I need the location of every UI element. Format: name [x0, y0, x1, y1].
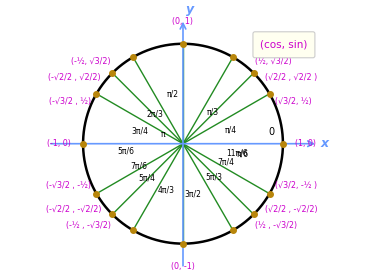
- Text: 5π/3: 5π/3: [205, 172, 223, 181]
- Text: (-½ , -√3/2): (-½ , -√3/2): [66, 221, 111, 230]
- Text: (√2/2 , -√2/2): (√2/2 , -√2/2): [265, 205, 318, 214]
- Text: π/3: π/3: [207, 107, 219, 116]
- Text: π/2: π/2: [167, 89, 179, 98]
- Text: (√3/2, -½ ): (√3/2, -½ ): [275, 181, 317, 190]
- Text: 4π/3: 4π/3: [157, 185, 175, 194]
- Text: (0, 1): (0, 1): [172, 17, 194, 26]
- Text: (-√3/2 , -½): (-√3/2 , -½): [46, 181, 91, 190]
- Text: x: x: [321, 137, 329, 150]
- FancyBboxPatch shape: [253, 32, 315, 58]
- Text: (1, 0): (1, 0): [295, 139, 316, 148]
- Text: y: y: [186, 3, 194, 16]
- Text: (0, -1): (0, -1): [171, 262, 195, 271]
- Text: (-√3/2 , ½): (-√3/2 , ½): [49, 97, 91, 106]
- Text: (√3/2, ½): (√3/2, ½): [275, 97, 312, 106]
- Text: π: π: [161, 130, 165, 139]
- Text: (-√2/2 , -√2/2): (-√2/2 , -√2/2): [45, 205, 101, 214]
- Text: 5π/6: 5π/6: [117, 146, 135, 155]
- Text: 5π/4: 5π/4: [138, 173, 156, 182]
- Text: (½, √3/2): (½, √3/2): [255, 57, 292, 66]
- Text: (-√2/2 , √2/2): (-√2/2 , √2/2): [48, 73, 101, 82]
- Text: 3π/2: 3π/2: [184, 189, 201, 198]
- Text: π/6: π/6: [237, 149, 249, 158]
- Text: 7π/4: 7π/4: [217, 157, 235, 166]
- Text: π/4: π/4: [225, 125, 237, 134]
- Text: 7π/6: 7π/6: [131, 161, 147, 170]
- Text: 0: 0: [268, 127, 274, 137]
- Text: 11π/6: 11π/6: [226, 148, 248, 157]
- Text: (½ , -√3/2): (½ , -√3/2): [255, 221, 297, 230]
- Text: 2π/3: 2π/3: [146, 109, 164, 118]
- Text: (√2/2 , √2/2 ): (√2/2 , √2/2 ): [265, 73, 317, 82]
- Text: (-1, 0): (-1, 0): [47, 139, 71, 148]
- Text: (-½, √3/2): (-½, √3/2): [71, 57, 111, 66]
- Text: 3π/4: 3π/4: [131, 126, 149, 135]
- Text: (cos, sin): (cos, sin): [260, 40, 307, 50]
